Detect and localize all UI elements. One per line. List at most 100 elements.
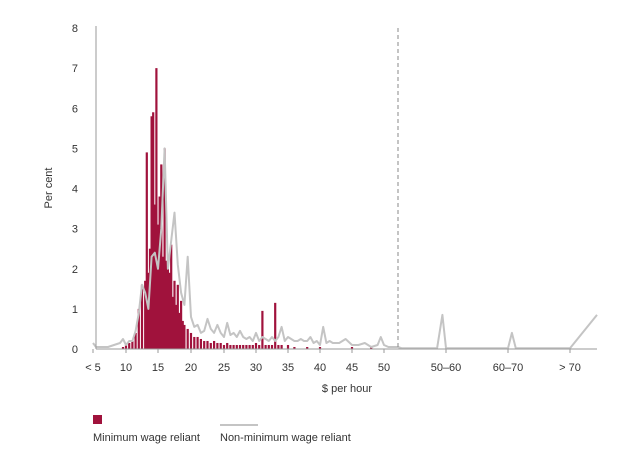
x-tick-label: 30 [250, 362, 262, 374]
bar [238, 344, 242, 349]
bar [213, 340, 216, 349]
bar [145, 152, 148, 349]
bar [261, 310, 264, 349]
bar [121, 346, 125, 349]
bar [222, 344, 226, 349]
bar [183, 324, 186, 349]
bar [153, 204, 156, 349]
bar [216, 342, 219, 349]
bar [147, 272, 150, 349]
y-tick-label: 7 [72, 63, 78, 75]
bar [199, 338, 202, 349]
bar [150, 116, 153, 350]
bar [158, 196, 161, 349]
bar [173, 280, 176, 349]
bar [277, 344, 280, 349]
bar [242, 344, 245, 349]
x-tick-label: 60–70 [493, 362, 524, 374]
bar [206, 340, 209, 349]
x-tick-label: 20 [185, 362, 197, 374]
bar-series [121, 68, 373, 350]
x-tick-label: 35 [282, 362, 294, 374]
bar [181, 320, 184, 349]
axes [95, 26, 597, 350]
bar [128, 342, 131, 349]
bar [267, 344, 270, 349]
x-tick-label: 25 [218, 362, 230, 374]
y-axis-ticks: 0 1 2 3 4 5 6 7 8 [72, 23, 78, 356]
bar [178, 312, 181, 349]
y-tick-label: 2 [72, 264, 78, 276]
bar [189, 332, 193, 349]
bar [286, 344, 290, 349]
bar [152, 112, 155, 349]
y-tick-label: 6 [72, 103, 78, 115]
bar [258, 344, 261, 349]
series-line-non-minimum-wage [92, 147, 598, 350]
x-tick-label: 10 [120, 362, 132, 374]
bar [171, 296, 174, 349]
bar [137, 308, 140, 349]
bar [180, 300, 183, 349]
bar [318, 346, 322, 349]
x-tick-label: 45 [346, 362, 358, 374]
bar [254, 342, 258, 349]
bar [170, 244, 173, 349]
x-axis-ticks: < 5 10 15 20 25 30 35 40 45 50 50–60 60–70 > 70 [85, 349, 581, 374]
x-axis-title: $ per hour [322, 383, 372, 395]
legend-label-non-minimum-wage: Non-minimum wage reliant [220, 432, 351, 444]
x-tick-label: 40 [314, 362, 326, 374]
bar [203, 340, 206, 349]
legend-swatch-non-minimum-wage [220, 424, 258, 426]
bar [166, 268, 169, 349]
bar [306, 346, 309, 349]
y-tick-label: 3 [72, 224, 78, 236]
x-tick-label: 15 [152, 362, 164, 374]
bar [168, 272, 171, 349]
bar [264, 344, 267, 349]
bar [124, 344, 128, 349]
bar [156, 224, 160, 349]
bar [350, 346, 354, 349]
y-tick-label: 5 [72, 143, 78, 155]
bar [140, 284, 144, 349]
bar [219, 342, 222, 349]
bar [165, 260, 168, 349]
legend-label-minimum-wage: Minimum wage reliant [93, 432, 200, 444]
y-tick-label: 1 [72, 304, 78, 316]
bar [176, 284, 179, 349]
bar [134, 332, 137, 349]
x-tick-label: 50 [378, 362, 390, 374]
bar [155, 68, 158, 349]
bar [144, 280, 147, 349]
bar [226, 342, 229, 349]
legend-swatch-minimum-wage [93, 415, 102, 424]
bar [131, 340, 134, 349]
x-tick-label: 50–60 [431, 362, 462, 374]
bar [270, 344, 274, 349]
bar [245, 344, 248, 349]
bar [209, 342, 212, 349]
bar [229, 344, 232, 349]
y-tick-label: 8 [72, 23, 78, 35]
bar [293, 346, 296, 349]
bar [232, 344, 235, 349]
bar [160, 164, 163, 349]
bar [193, 336, 196, 349]
legend: Minimum wage reliant Non-minimum wage re… [93, 415, 513, 455]
bar [235, 344, 238, 349]
line-series [92, 147, 598, 350]
x-tick-label: > 70 [559, 362, 581, 374]
bar [186, 328, 189, 349]
x-tick-label: < 5 [85, 362, 101, 374]
bar [161, 256, 165, 349]
bar [163, 148, 166, 349]
bar [280, 344, 283, 349]
bar [175, 304, 178, 349]
bar [196, 336, 199, 349]
bar [251, 344, 254, 349]
bar [248, 344, 251, 349]
y-tick-label: 4 [72, 184, 78, 196]
bar [274, 302, 277, 349]
